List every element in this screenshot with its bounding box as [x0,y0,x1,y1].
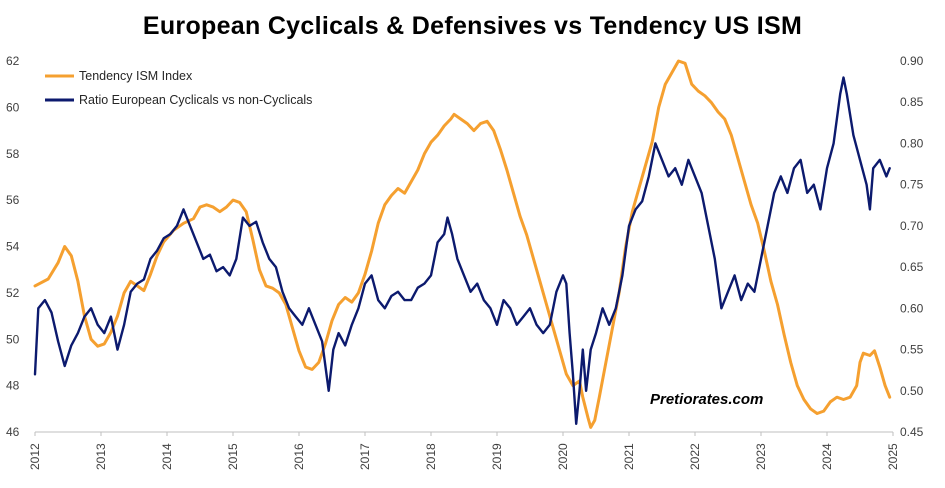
x-tick-label: 2016 [292,443,306,470]
y-right-tick-label: 0.85 [900,95,924,109]
watermark-text: Pretiorates.com [650,391,763,408]
x-tick-label: 2020 [556,443,570,470]
x-tick-label: 2025 [886,443,900,470]
y-left-tick-label: 58 [6,147,20,161]
chart-axes: 2012 2013 2014 2015 2016 2017 2018 2019 2020 2021… [6,54,924,470]
y-left-tick-label: 62 [6,54,20,68]
y-right-tick-label: 0.75 [900,178,924,192]
x-tick-label: 2019 [490,443,504,470]
x-tick-label: 2021 [622,443,636,470]
y-right-tick-label: 0.45 [900,425,924,439]
x-tick-label: 2014 [160,443,174,470]
y-left-tick-label: 46 [6,425,20,439]
y-right-tick-label: 0.65 [900,260,924,274]
legend-label: Tendency ISM Index [79,69,193,83]
y-right-tick-label: 0.55 [900,343,924,357]
y-left-tick-label: 60 [6,100,20,114]
y-left-tick-label: 56 [6,193,20,207]
y-left-tick-label: 52 [6,286,20,300]
y-right-tick-label: 0.70 [900,219,924,233]
x-tick-label: 2012 [28,443,42,470]
y-right-tick-label: 0.60 [900,301,924,315]
y-left-tick-label: 50 [6,332,20,346]
y-left-tick-label: 48 [6,379,20,393]
series-line-ism [33,59,892,429]
x-tick-label: 2015 [226,443,240,470]
x-tick-label: 2017 [358,443,372,470]
x-tick-label: 2024 [820,443,834,470]
x-tick-label: 2018 [424,443,438,470]
x-tick-label: 2023 [754,443,768,470]
chart-lines [33,59,892,429]
chart-legend: Tendency ISM Index Ratio European Cyclica… [45,69,312,107]
x-tick-label: 2013 [94,443,108,470]
series-line-ratio [33,76,891,425]
y-right-tick-label: 0.50 [900,384,924,398]
y-right-tick-label: 0.90 [900,54,924,68]
y-right-tick-label: 0.80 [900,136,924,150]
y-left-tick-label: 54 [6,240,20,254]
legend-label: Ratio European Cyclicals vs non-Cyclical… [79,93,312,107]
chart-title: European Cyclicals & Defensives vs Tende… [142,12,803,40]
x-tick-label: 2022 [688,443,702,470]
